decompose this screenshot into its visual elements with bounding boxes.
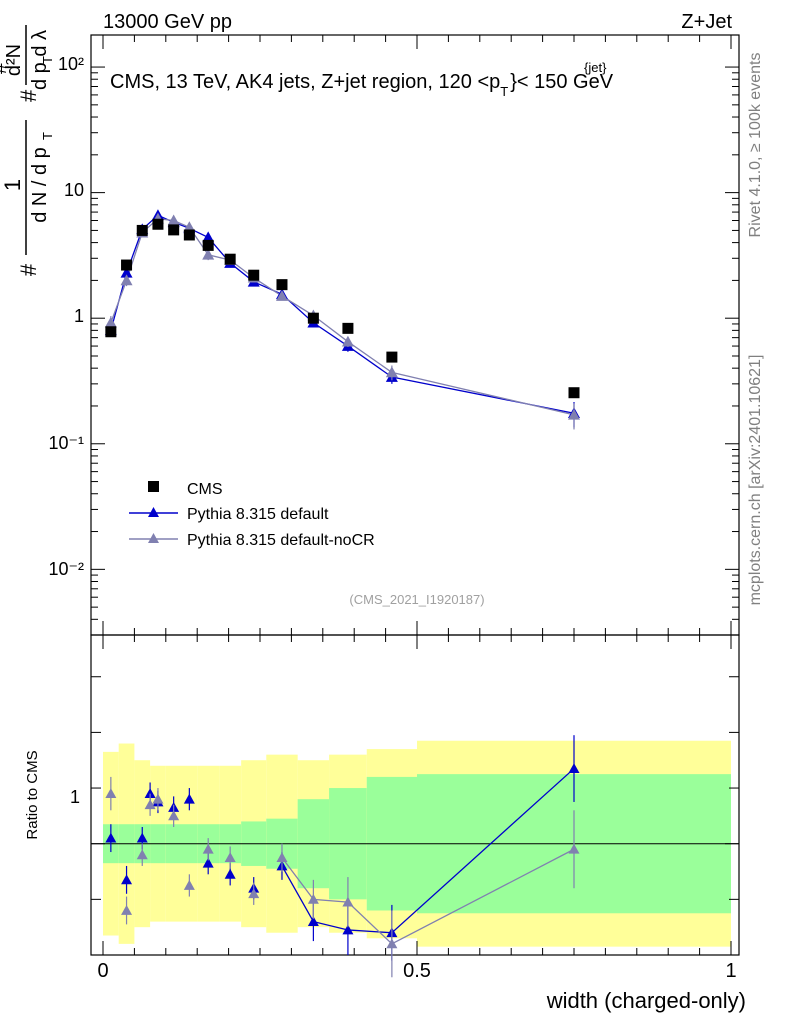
main-point-cms bbox=[568, 387, 580, 399]
ratio-point-nocr bbox=[248, 888, 260, 899]
ratio-tick-label-1: 1 bbox=[70, 787, 80, 807]
ratio-point-nocr bbox=[224, 852, 236, 863]
main-point-cms bbox=[168, 224, 180, 236]
main-point-nocr bbox=[120, 274, 133, 286]
svg-text:d p d λ: d p d λ bbox=[29, 30, 51, 90]
header-energy-label: 13000 GeV pp bbox=[103, 11, 232, 33]
svg-text:d N / d p: d N / d p bbox=[29, 147, 51, 223]
legend-nocr-marker bbox=[148, 533, 159, 543]
main-point-cms bbox=[276, 279, 288, 291]
main-series-lines bbox=[110, 214, 575, 416]
svg-text:1: 1 bbox=[0, 179, 25, 191]
x-tick-label-0.5: 0.5 bbox=[403, 960, 431, 982]
ratio-point-nocr bbox=[152, 793, 164, 804]
legend-nocr-label: Pythia 8.315 default-noCR bbox=[187, 532, 375, 549]
x-axis-label: width (charged-only) bbox=[546, 988, 746, 1013]
y-tick-label-10: 10 bbox=[64, 180, 84, 200]
main-point-nocr bbox=[341, 335, 354, 347]
main-point-cms bbox=[136, 224, 148, 236]
main-line-default bbox=[110, 214, 575, 414]
main-point-default bbox=[120, 266, 133, 278]
ratio-point-default bbox=[136, 832, 148, 843]
ratio-series-markers bbox=[105, 735, 580, 978]
main-point-cms bbox=[342, 322, 354, 334]
ratio-point-nocr bbox=[307, 893, 319, 904]
main-series-markers bbox=[104, 209, 580, 430]
svg-text:#: # bbox=[16, 89, 41, 102]
main-point-nocr bbox=[202, 248, 215, 260]
ratio-point-nocr bbox=[121, 904, 133, 915]
main-point-nocr bbox=[104, 316, 117, 328]
rivet-version-label: Rivet 4.1.0, ≥ 100k events bbox=[747, 53, 764, 238]
header-process-label: Z+Jet bbox=[681, 11, 732, 33]
main-point-nocr bbox=[385, 366, 398, 378]
ratio-point-nocr bbox=[168, 810, 180, 821]
legend-cms-marker bbox=[148, 481, 159, 492]
axis-ticks bbox=[91, 35, 739, 956]
y-tick-label-100: 10² bbox=[58, 54, 84, 74]
main-point-cms bbox=[386, 351, 398, 363]
main-point-cms bbox=[202, 239, 214, 251]
analysis-id-label: (CMS_2021_I1920187) bbox=[349, 592, 484, 607]
plot-title: CMS, 13 TeV, AK4 jets, Z+jet region, 120… bbox=[110, 60, 614, 99]
main-line-nocr bbox=[110, 218, 575, 416]
ratio-point-default bbox=[224, 868, 236, 879]
plot-title-tail: }< 150 GeV bbox=[510, 71, 614, 93]
legend-default-label: Pythia 8.315 default bbox=[187, 506, 329, 523]
plot-title-sup: {jet} bbox=[584, 60, 607, 75]
ratio-point-nocr bbox=[276, 852, 288, 863]
main-point-nocr bbox=[183, 221, 196, 233]
ratio-point-nocr bbox=[183, 879, 195, 890]
ratio-point-nocr bbox=[105, 788, 117, 799]
ratio-plot-frame bbox=[90, 634, 740, 956]
svg-text:d²N: d²N bbox=[3, 44, 25, 76]
x-tick-label-0: 0 bbox=[97, 960, 108, 982]
main-y-axis-label: # 1 d N / d p T # d²N d p d λ T # bbox=[0, 25, 55, 276]
ratio-point-nocr bbox=[342, 896, 354, 907]
svg-text:#: # bbox=[16, 263, 41, 276]
x-tick-label-1: 1 bbox=[725, 960, 736, 982]
svg-text:#: # bbox=[0, 62, 11, 74]
svg-text:T: T bbox=[40, 132, 55, 140]
main-point-cms bbox=[183, 229, 195, 241]
main-point-cms bbox=[248, 269, 260, 281]
svg-text:T: T bbox=[40, 56, 55, 64]
main-point-nocr bbox=[568, 408, 580, 420]
y-tick-label-1: 1 bbox=[74, 306, 84, 326]
legend-cms-label: CMS bbox=[187, 481, 223, 498]
plot-title-sub: T bbox=[500, 84, 508, 99]
mcplots-label: mcplots.cern.ch [arXiv:2401.10621] bbox=[747, 355, 764, 606]
ratio-point-default bbox=[342, 924, 354, 935]
main-point-default bbox=[202, 231, 215, 243]
ratio-point-nocr bbox=[568, 843, 580, 854]
ratio-y-axis-label: Ratio to CMS bbox=[24, 750, 41, 839]
ratio-point-nocr bbox=[386, 938, 398, 949]
ratio-point-default bbox=[144, 788, 156, 799]
ratio-point-nocr bbox=[202, 843, 214, 854]
legend-default-marker bbox=[148, 507, 159, 517]
plot-title-main: CMS, 13 TeV, AK4 jets, Z+jet region, 120… bbox=[110, 71, 500, 93]
main-point-nocr bbox=[275, 290, 288, 301]
ratio-point-default bbox=[183, 793, 195, 804]
ratio-point-default bbox=[307, 916, 319, 927]
legend: CMS Pythia 8.315 default Pythia 8.315 de… bbox=[129, 481, 375, 549]
svg-text:CMS, 13 TeV, AK4 jets, Z+jet r: CMS, 13 TeV, AK4 jets, Z+jet region, 120… bbox=[110, 71, 614, 99]
ratio-point-default bbox=[105, 832, 117, 843]
main-point-cms bbox=[105, 326, 117, 338]
main-point-cms bbox=[307, 312, 319, 324]
main-point-cms bbox=[152, 218, 164, 230]
ratio-point-nocr bbox=[136, 849, 148, 860]
y-tick-label-1e-2: 10⁻² bbox=[48, 559, 84, 579]
y-tick-label-1e-1: 10⁻¹ bbox=[48, 433, 84, 453]
ratio-point-nocr bbox=[144, 799, 156, 810]
ratio-point-default bbox=[568, 763, 580, 773]
ratio-point-default bbox=[202, 857, 214, 868]
main-point-cms bbox=[121, 259, 133, 271]
main-point-cms bbox=[224, 253, 236, 265]
ratio-point-default bbox=[121, 874, 133, 885]
main-point-nocr bbox=[167, 214, 180, 226]
